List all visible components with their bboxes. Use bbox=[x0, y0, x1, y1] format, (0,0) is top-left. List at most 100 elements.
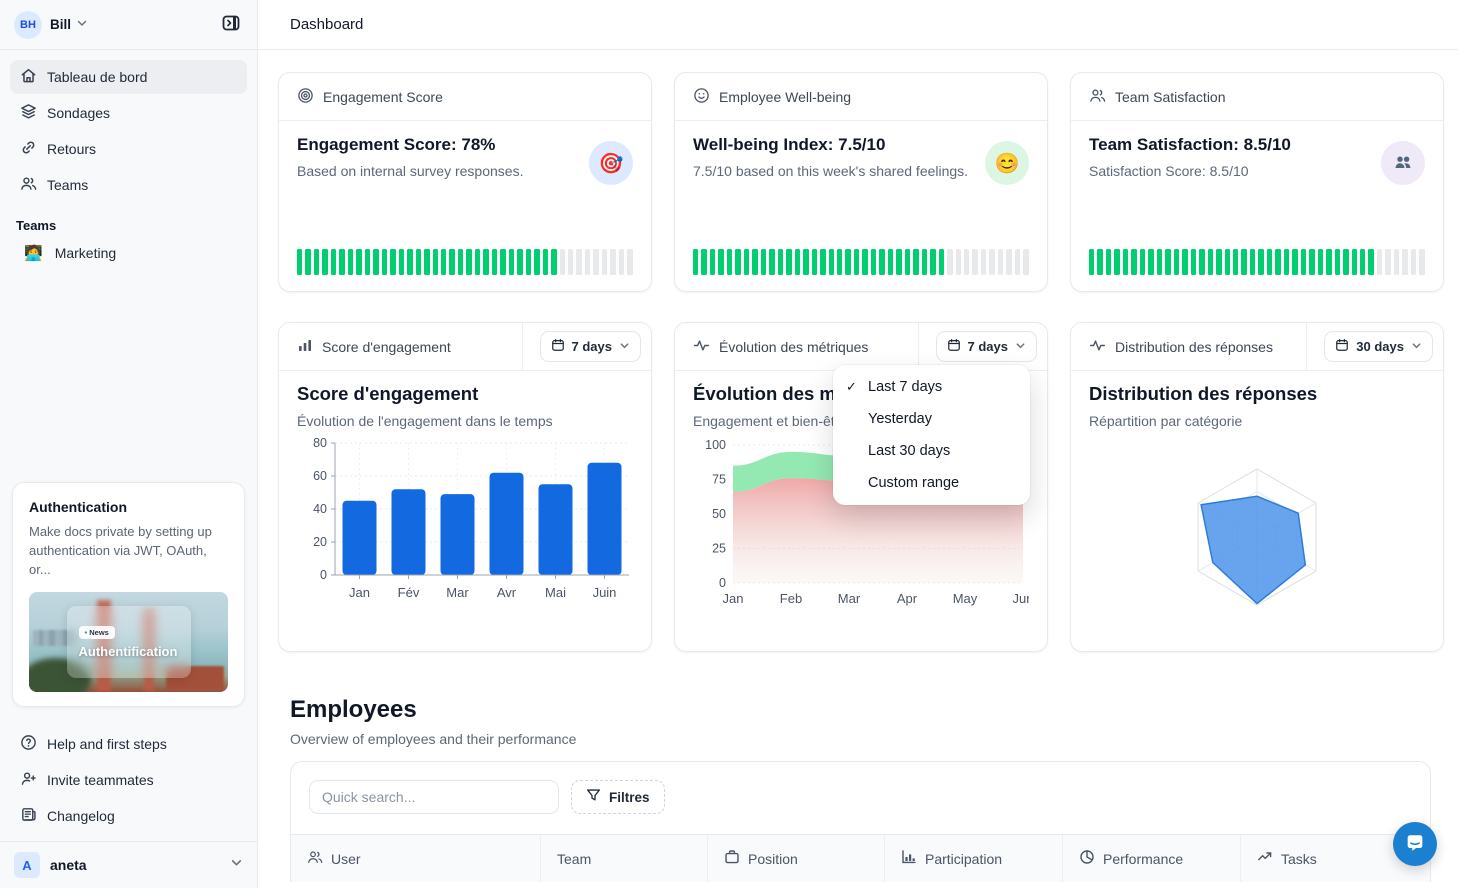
calendar-icon bbox=[1335, 338, 1349, 355]
sidebar-item-label: Tableau de bord bbox=[47, 69, 148, 85]
svg-text:80: 80 bbox=[313, 436, 327, 450]
sidebar-item-dashboard[interactable]: Tableau de bord bbox=[10, 60, 247, 94]
satisfaction-progress-bar bbox=[1089, 249, 1425, 275]
sidebar-footer: Help and first steps Invite teammates Ch… bbox=[0, 721, 257, 835]
account-menu[interactable]: A aneta bbox=[0, 841, 257, 888]
divider bbox=[521, 323, 523, 371]
card-body: Engagement Score: 78% Based on internal … bbox=[279, 121, 651, 291]
sidebar-item-help[interactable]: Help and first steps bbox=[10, 727, 247, 761]
auth-card-image: • News Authentification bbox=[29, 592, 228, 692]
engagement-progress-bar bbox=[297, 249, 633, 275]
sidebar-item-label: Teams bbox=[47, 177, 89, 193]
dropdown-item-last-7-days[interactable]: ✓ Last 7 days bbox=[846, 379, 943, 395]
help-circle-icon bbox=[20, 734, 37, 754]
card-header-label: Score d'engagement bbox=[322, 338, 451, 355]
card-header-label: Distribution des réponses bbox=[1115, 338, 1273, 355]
response-radar-chart bbox=[1089, 435, 1425, 645]
workspace-switcher[interactable]: BH Bill bbox=[0, 0, 257, 50]
column-header-participation[interactable]: Participation bbox=[885, 835, 1063, 882]
check-icon: ✓ bbox=[846, 379, 857, 394]
svg-text:25: 25 bbox=[712, 542, 726, 556]
engagement-bar-chart: 0 20 40 60 80 Jan Fév Mar Avr Mai Juin bbox=[297, 435, 633, 618]
date-range-button[interactable]: 7 days bbox=[935, 331, 1037, 362]
search-input[interactable] bbox=[309, 780, 559, 814]
workspace-name: Bill bbox=[50, 17, 72, 32]
dropdown-item-yesterday[interactable]: Yesterday bbox=[868, 411, 932, 427]
trending-up-icon bbox=[1257, 849, 1273, 868]
column-header-team[interactable]: Team bbox=[541, 835, 708, 882]
column-header-tasks[interactable]: Tasks bbox=[1241, 835, 1430, 882]
svg-text:Jun: Jun bbox=[1013, 591, 1029, 606]
team-satisfaction-card: Team Satisfaction Team Satisfaction: 8.5… bbox=[1070, 72, 1444, 292]
sidebar-item-label: Invite teammates bbox=[47, 772, 154, 788]
svg-text:Feb: Feb bbox=[780, 591, 802, 606]
date-range-button[interactable]: 7 days bbox=[539, 331, 641, 362]
sidebar-item-surveys[interactable]: Sondages bbox=[10, 96, 247, 130]
chevron-down-icon bbox=[619, 339, 630, 354]
sidebar-item-invite[interactable]: Invite teammates bbox=[10, 763, 247, 797]
sidebar-item-changelog[interactable]: Changelog bbox=[10, 799, 247, 833]
card-header-label: Engagement Score bbox=[323, 88, 443, 105]
dropdown-item-custom-range[interactable]: Custom range bbox=[868, 475, 960, 491]
dashboard-content: Engagement Score Engagement Score: 78% B… bbox=[258, 50, 1458, 882]
card-body: Well-being Index: 7.5/10 7.5/10 based on… bbox=[675, 121, 1047, 291]
topbar: Dashboard bbox=[258, 0, 1458, 50]
wellbeing-progress-bar bbox=[693, 249, 1029, 275]
svg-text:Apr: Apr bbox=[897, 591, 918, 606]
card-body: Score d'engagement Évolution de l'engage… bbox=[279, 371, 651, 618]
sidebar-item-feedback[interactable]: Retours bbox=[10, 132, 247, 166]
sidebar-nav: Tableau de bord Sondages Retours Teams bbox=[0, 50, 257, 204]
calendar-icon bbox=[551, 338, 565, 355]
response-distribution-card: Distribution des réponses 30 days bbox=[1070, 322, 1444, 652]
card-header: Engagement Score bbox=[279, 73, 651, 121]
sidebar-collapse-button[interactable] bbox=[217, 11, 245, 39]
authentication-promo-card[interactable]: Authentication Make docs private by sett… bbox=[12, 482, 245, 707]
stat-title: Well-being Index: 7.5/10 bbox=[693, 135, 886, 154]
stat-subtitle: 7.5/10 based on this week's shared feeli… bbox=[693, 163, 969, 179]
team-emoji: 🧑‍💻 bbox=[24, 245, 43, 262]
sidebar-item-team-marketing[interactable]: 🧑‍💻 Marketing bbox=[10, 237, 247, 269]
activity-icon bbox=[693, 337, 710, 357]
sidebar-item-label: Sondages bbox=[47, 105, 111, 121]
users-icon bbox=[20, 175, 37, 195]
chevron-down-icon bbox=[76, 16, 88, 34]
filters-button[interactable]: Filtres bbox=[571, 780, 665, 814]
card-header: Score d'engagement 7 days bbox=[279, 323, 651, 371]
smiley-icon bbox=[693, 87, 710, 107]
card-header: Employee Well-being bbox=[675, 73, 1047, 121]
svg-text:Avr: Avr bbox=[497, 585, 517, 600]
engagement-score-card: Engagement Score Engagement Score: 78% B… bbox=[278, 72, 652, 292]
employees-subtitle: Overview of employees and their performa… bbox=[290, 731, 577, 747]
sidebar-item-label: Retours bbox=[47, 141, 97, 157]
dropdown-item-last-30-days[interactable]: Last 30 days bbox=[868, 443, 951, 459]
sidebar-item-teams[interactable]: Teams bbox=[10, 168, 247, 202]
target-emoji-badge: 🎯 bbox=[589, 141, 633, 185]
workspace-avatar: BH bbox=[14, 10, 42, 39]
activity-icon bbox=[1089, 337, 1106, 357]
chart-title: Distribution des réponses bbox=[1089, 383, 1318, 404]
column-header-performance[interactable]: Performance bbox=[1063, 835, 1241, 882]
user-plus-icon bbox=[20, 770, 37, 790]
team-label: Marketing bbox=[54, 245, 117, 261]
account-avatar: A bbox=[14, 852, 40, 878]
wellbeing-card: Employee Well-being Well-being Index: 7.… bbox=[674, 72, 1048, 292]
account-name: aneta bbox=[50, 857, 87, 873]
city-skyline-art bbox=[33, 630, 77, 646]
date-range-button[interactable]: 30 days bbox=[1324, 331, 1433, 362]
main-content: Dashboard Engagement Score Engagem bbox=[258, 0, 1458, 888]
card-header: Team Satisfaction bbox=[1071, 73, 1443, 121]
stat-cards-row: Engagement Score Engagement Score: 78% B… bbox=[278, 72, 1444, 292]
column-header-position[interactable]: Position bbox=[708, 835, 885, 882]
svg-text:0: 0 bbox=[320, 568, 327, 582]
svg-text:0: 0 bbox=[719, 576, 726, 590]
svg-text:Fév: Fév bbox=[398, 585, 420, 600]
chat-launcher-button[interactable] bbox=[1393, 822, 1437, 866]
engagement-chart-card: Score d'engagement 7 days bbox=[278, 322, 652, 652]
chart-subtitle: Engagement et bien-être bbox=[693, 413, 848, 429]
svg-text:Jan: Jan bbox=[723, 591, 744, 606]
target-rings-icon bbox=[297, 87, 314, 107]
svg-text:Mar: Mar bbox=[838, 591, 861, 606]
column-header-user[interactable]: User bbox=[291, 835, 541, 882]
bar-chart-icon bbox=[297, 337, 313, 356]
